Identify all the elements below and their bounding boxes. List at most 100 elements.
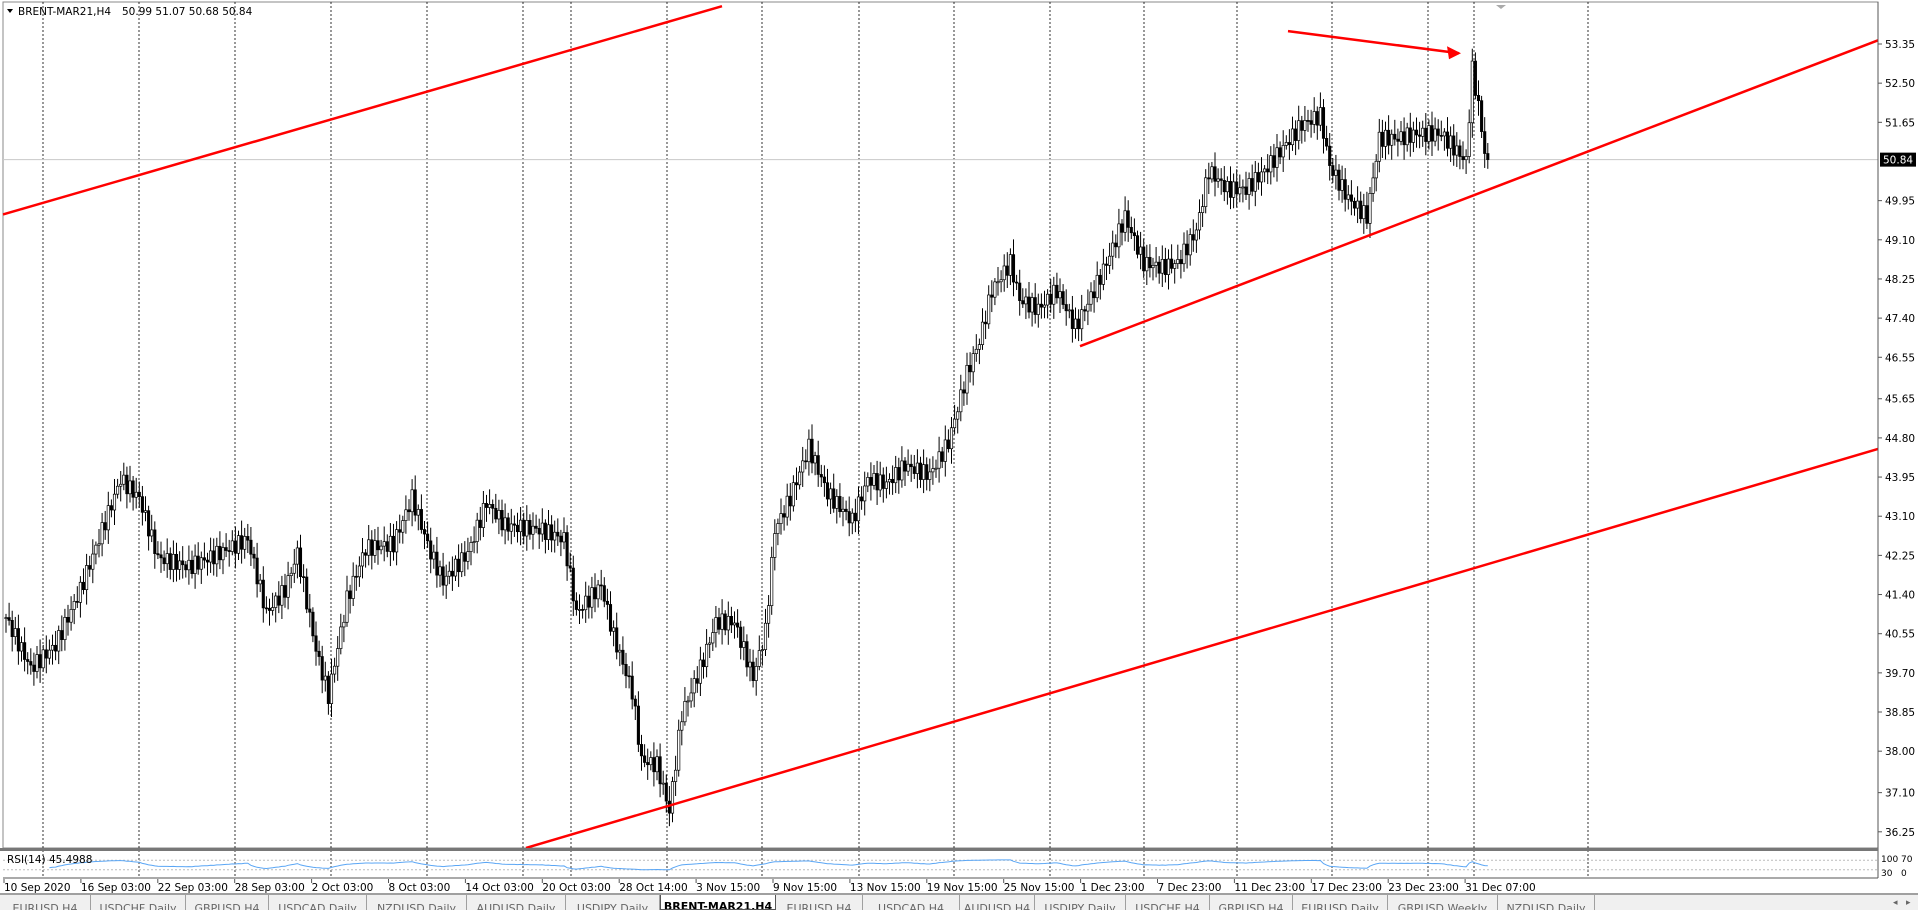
candle xyxy=(956,406,960,434)
candle xyxy=(1049,279,1053,313)
candle xyxy=(1176,244,1180,269)
candle xyxy=(946,429,950,453)
candle xyxy=(1343,168,1347,212)
candle xyxy=(438,560,442,588)
rsi-level-label: 70 xyxy=(1901,855,1913,865)
candle xyxy=(705,629,709,678)
time-label: 13 Nov 15:00 xyxy=(850,882,921,893)
chart-tab[interactable]: USDJPY,Daily xyxy=(1035,895,1126,910)
candle xyxy=(258,573,262,593)
chart-tab[interactable]: GBPUSD,Weekly xyxy=(1388,895,1498,910)
candle xyxy=(302,564,306,593)
candle xyxy=(711,618,715,652)
price-label: 38.85 xyxy=(1885,707,1915,719)
chart-tab[interactable]: EURUSD,H4 xyxy=(776,895,863,910)
chart-tab[interactable]: USDJPY,Daily xyxy=(566,895,660,910)
lower-channel-trendline[interactable] xyxy=(525,447,1879,850)
chart-tab[interactable]: GBPUSD,H4 xyxy=(1210,895,1293,910)
candle xyxy=(100,512,104,557)
candle xyxy=(754,657,758,696)
candle xyxy=(1095,261,1099,303)
candle xyxy=(568,552,572,573)
arrow-trendline[interactable] xyxy=(1287,29,1460,55)
chart-tab[interactable]: EURUSD,H4 xyxy=(0,895,91,910)
chart-tab[interactable]: EURUSD,Daily xyxy=(1293,895,1388,910)
candle xyxy=(915,449,919,489)
candle xyxy=(1163,247,1167,283)
candle xyxy=(1154,246,1158,278)
candle xyxy=(869,462,873,501)
chart-shift-marker-icon[interactable] xyxy=(1496,5,1506,9)
chart-tab[interactable]: BRENT-MAR21,H4 xyxy=(660,895,776,910)
candle xyxy=(26,652,30,675)
candle xyxy=(984,310,988,340)
pane-separator[interactable] xyxy=(0,848,1878,851)
candle xyxy=(643,744,647,768)
candle xyxy=(1402,117,1406,160)
candle xyxy=(918,456,923,488)
candle xyxy=(1241,179,1245,203)
candle xyxy=(240,520,244,564)
candle xyxy=(469,536,473,566)
candle xyxy=(1275,133,1279,182)
chart-tab[interactable]: AUDUSD,H4 xyxy=(960,895,1035,910)
candle xyxy=(1259,157,1264,196)
candle xyxy=(825,468,830,507)
candle xyxy=(478,506,482,541)
chart-tab[interactable]: NZDUSD,Daily xyxy=(367,895,467,910)
candle xyxy=(209,537,213,573)
candle xyxy=(1117,208,1121,259)
candle xyxy=(1210,161,1214,183)
trendlines[interactable] xyxy=(2,5,1879,850)
candle xyxy=(376,526,380,565)
candle xyxy=(819,464,823,487)
candle xyxy=(726,601,730,645)
rsi-level-label: 100 xyxy=(1881,855,1898,865)
candle xyxy=(838,483,842,518)
chart-tab[interactable]: USDCHF,H4 xyxy=(1126,895,1210,910)
candle xyxy=(57,625,61,665)
candle xyxy=(450,556,454,591)
candle xyxy=(168,547,172,580)
candle xyxy=(646,748,650,780)
support-line-trendline[interactable] xyxy=(1079,39,1879,348)
candle xyxy=(959,374,963,422)
candle xyxy=(1092,280,1096,313)
chart-tab[interactable]: USDCAD,Daily xyxy=(269,895,367,910)
rsi-label: RSI(14) 45.4988 xyxy=(7,854,92,866)
candle xyxy=(1356,186,1360,224)
candle xyxy=(1244,171,1248,200)
chart-tab[interactable]: GBPUSD,H4 xyxy=(186,895,269,910)
candle xyxy=(202,542,206,569)
scroll-left-icon[interactable]: ◂ xyxy=(1893,898,1898,908)
candle xyxy=(794,467,799,501)
candle xyxy=(317,640,321,666)
chart-tab[interactable]: USDCHF,Daily xyxy=(91,895,186,910)
candle xyxy=(968,352,972,383)
candle xyxy=(912,455,916,480)
candle xyxy=(1340,165,1344,203)
upper-channel-trendline[interactable] xyxy=(2,5,723,216)
candle xyxy=(326,671,330,715)
candle xyxy=(162,550,166,571)
candle xyxy=(1005,252,1009,288)
candle xyxy=(246,523,250,554)
chart-tab[interactable]: AUDUSD,Daily xyxy=(467,895,566,910)
candle xyxy=(776,518,780,546)
chart-tab[interactable]: USDCAD,H4 xyxy=(863,895,960,910)
candle xyxy=(422,521,427,550)
candle xyxy=(1396,128,1400,157)
price-label: 49.95 xyxy=(1885,196,1915,208)
triangle-down-icon[interactable] xyxy=(7,9,13,13)
time-label: 25 Nov 15:00 xyxy=(1004,882,1075,893)
price-label: 38.00 xyxy=(1885,746,1915,758)
time-label: 23 Dec 23:00 xyxy=(1388,882,1459,893)
candle xyxy=(63,608,67,651)
candle xyxy=(689,677,693,708)
candle xyxy=(410,479,414,527)
candle xyxy=(680,711,684,746)
scroll-right-icon[interactable]: ▸ xyxy=(1906,898,1911,908)
candle xyxy=(1461,141,1465,170)
chart-tab[interactable]: NZDUSD,Daily xyxy=(1498,895,1595,910)
